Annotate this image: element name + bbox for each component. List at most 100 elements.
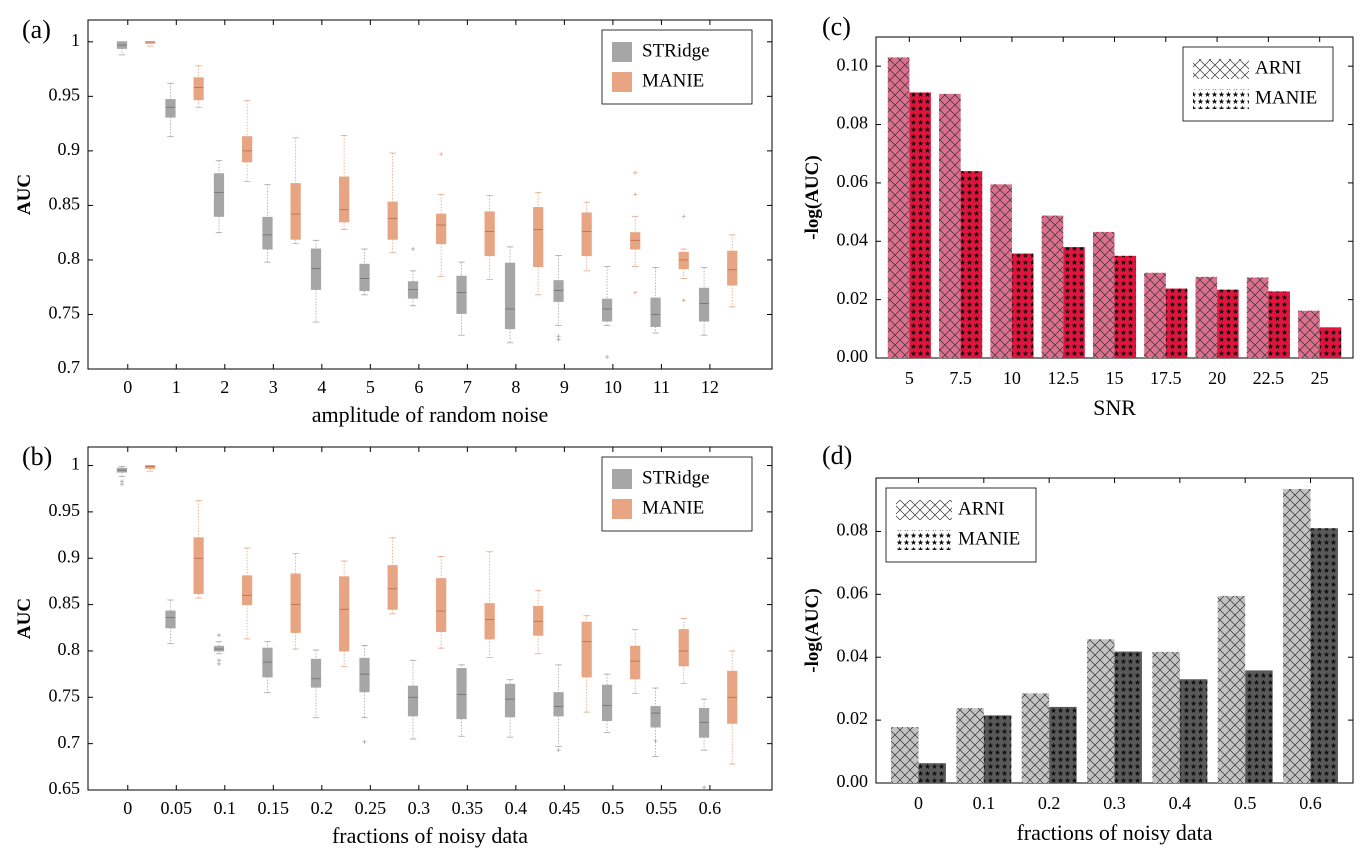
x-tick-label: 0.05 bbox=[161, 798, 193, 818]
box-manie-0.45 bbox=[581, 615, 592, 713]
bar-hatch bbox=[1144, 272, 1166, 358]
box-body bbox=[504, 683, 516, 718]
x-tick-label: 12 bbox=[701, 377, 719, 397]
outlier-point bbox=[411, 247, 416, 252]
box-body bbox=[630, 232, 641, 250]
box-manie-0 bbox=[144, 465, 156, 472]
box-body bbox=[213, 645, 225, 652]
y-tick-label: 0.06 bbox=[837, 582, 869, 602]
legend-swatch-pattern bbox=[1193, 89, 1249, 109]
x-axis-label: fractions of noisy data bbox=[1016, 820, 1212, 845]
box-body bbox=[193, 537, 204, 594]
y-axis-label: AUC bbox=[14, 174, 35, 215]
box-body bbox=[650, 706, 661, 728]
box-body bbox=[339, 176, 350, 223]
box-manie-0.5 bbox=[630, 629, 641, 694]
outlier-point bbox=[216, 633, 221, 638]
outlier-point bbox=[633, 170, 638, 175]
box-body bbox=[678, 251, 689, 270]
x-tick-label: 0.2 bbox=[1038, 793, 1061, 813]
y-tick-label: 0.95 bbox=[49, 84, 81, 104]
legend-swatch-pattern bbox=[896, 530, 952, 550]
x-tick-label: 0.1 bbox=[973, 793, 996, 813]
outlier-point bbox=[633, 192, 638, 197]
bar-hatch bbox=[1114, 255, 1137, 358]
y-tick-label: 0.75 bbox=[49, 303, 81, 323]
x-tick-label: 0.4 bbox=[505, 798, 528, 818]
box-stridge-0.15 bbox=[262, 641, 273, 694]
bar-arni-20 bbox=[1195, 276, 1218, 358]
box-stridge-0 bbox=[116, 466, 128, 487]
box-manie-12 bbox=[727, 234, 738, 308]
box-body bbox=[290, 573, 301, 633]
box-manie-2 bbox=[241, 100, 253, 182]
bar-hatch bbox=[1245, 670, 1273, 783]
bar-hatch bbox=[909, 92, 931, 358]
x-tick-label: 10 bbox=[604, 377, 622, 397]
box-manie-11 bbox=[678, 214, 689, 303]
legend-label: ARNI bbox=[1255, 57, 1301, 78]
bar-hatch bbox=[887, 57, 910, 358]
x-tick-label: 0.4 bbox=[1169, 793, 1192, 813]
bar-hatch bbox=[1165, 288, 1188, 358]
x-axis-label: fractions of noisy data bbox=[332, 823, 528, 848]
bar-hatch bbox=[1283, 489, 1311, 783]
box-body bbox=[630, 645, 641, 680]
x-tick-label: 0.3 bbox=[408, 798, 431, 818]
box-body bbox=[262, 647, 273, 678]
outlier-point bbox=[439, 152, 444, 157]
box-stridge-0.05 bbox=[165, 599, 176, 644]
box-manie-0.15 bbox=[290, 553, 301, 650]
box-stridge-1 bbox=[165, 82, 176, 138]
x-tick-label: 0 bbox=[914, 793, 923, 813]
x-tick-label: 4 bbox=[317, 377, 326, 397]
box-manie-9 bbox=[581, 201, 592, 272]
box-stridge-8 bbox=[504, 246, 516, 344]
box-body bbox=[359, 657, 370, 693]
x-tick-label: 5 bbox=[905, 368, 914, 388]
y-tick-label: 0.04 bbox=[837, 229, 869, 249]
bar-hatch bbox=[1114, 651, 1142, 783]
x-tick-label: 0.35 bbox=[452, 798, 484, 818]
bar-arni-0.5 bbox=[1217, 595, 1246, 783]
bar-hatch bbox=[939, 93, 961, 359]
box-stridge-0.45 bbox=[553, 664, 564, 753]
bar-hatch bbox=[1217, 289, 1239, 358]
bar-arni-0 bbox=[891, 727, 919, 783]
y-tick-label: 0.08 bbox=[837, 520, 869, 540]
box-manie-0.55 bbox=[678, 618, 689, 684]
y-tick-label: 0.04 bbox=[837, 645, 869, 665]
x-tick-label: 0.2 bbox=[311, 798, 334, 818]
box-stridge-12 bbox=[698, 267, 710, 336]
box-manie-1 bbox=[193, 65, 204, 108]
box-stridge-4 bbox=[310, 239, 322, 323]
box-body bbox=[310, 658, 322, 688]
x-axis-label: amplitude of random noise bbox=[312, 402, 548, 427]
x-tick-label: 0.3 bbox=[1103, 793, 1126, 813]
bar-hatch bbox=[1049, 706, 1077, 783]
box-body bbox=[359, 263, 370, 291]
box-manie-7 bbox=[484, 195, 495, 280]
x-tick-label: 0.6 bbox=[699, 798, 722, 818]
box-stridge-0.1 bbox=[213, 633, 225, 666]
box-stridge-5 bbox=[359, 248, 370, 296]
y-tick-label: 0.85 bbox=[49, 194, 81, 214]
legend-label: MANIE bbox=[1255, 87, 1317, 108]
box-manie-0.25 bbox=[387, 537, 398, 615]
box-body bbox=[581, 621, 592, 678]
bar-arni-12.5 bbox=[1041, 215, 1064, 358]
box-stridge-2 bbox=[213, 160, 225, 234]
outlier-point bbox=[653, 738, 658, 743]
bar-hatch bbox=[1246, 277, 1269, 358]
bar-hatch bbox=[1298, 310, 1320, 358]
y-tick-label: 1 bbox=[71, 454, 80, 474]
box-stridge-0.4 bbox=[504, 679, 516, 738]
legend-swatch bbox=[612, 499, 632, 519]
outlier-point bbox=[605, 355, 610, 360]
x-tick-label: 0 bbox=[123, 377, 132, 397]
y-tick-label: 0.00 bbox=[837, 346, 869, 366]
bar-arni-0.3 bbox=[1087, 639, 1115, 783]
legend-swatch-pattern bbox=[1193, 59, 1249, 79]
